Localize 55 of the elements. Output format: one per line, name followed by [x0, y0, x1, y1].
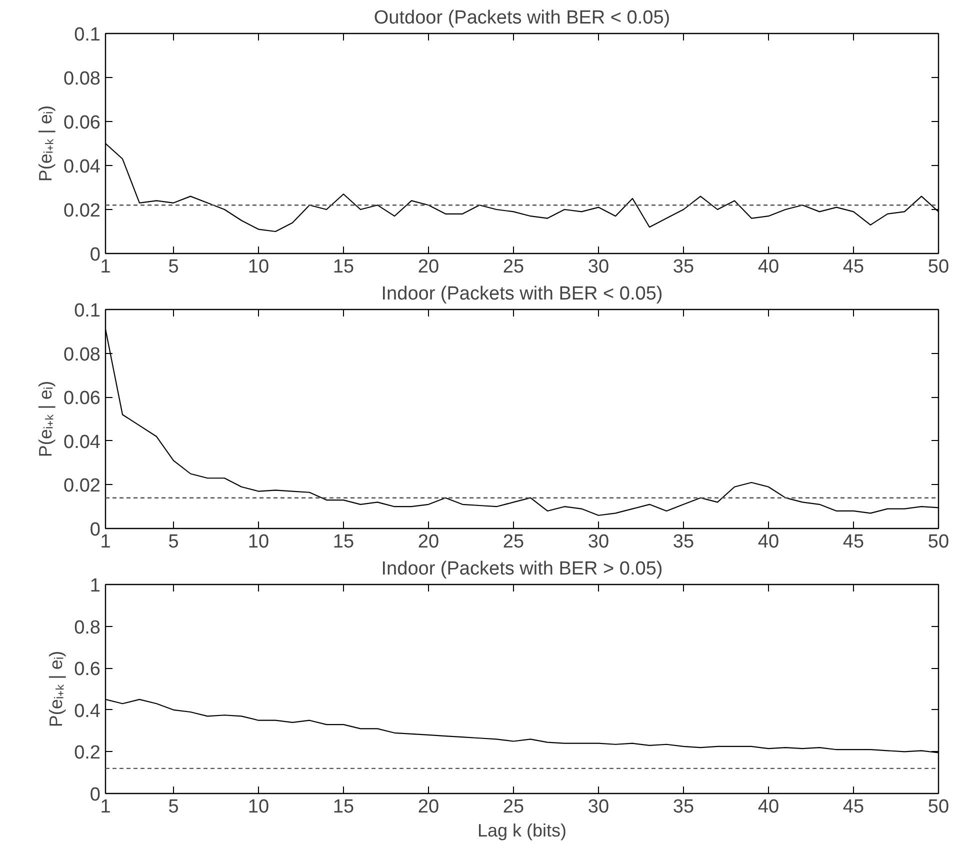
x-tick-label: 10 [248, 532, 270, 552]
x-tick-label: 5 [168, 532, 179, 552]
x-axis-title: Lag k (bits) [477, 820, 567, 840]
y-tick-label: 0.08 [64, 344, 101, 366]
y-tick-label: 0.8 [74, 617, 101, 638]
chart-title: Indoor (Packets with BER > 0.05) [381, 558, 663, 580]
y-tick-label: 0.1 [74, 24, 101, 46]
x-tick-label: 35 [672, 532, 694, 552]
y-tick-label: 0 [90, 784, 101, 806]
x-tick-label: 50 [928, 256, 950, 278]
x-tick-label: 45 [842, 256, 864, 278]
x-tick-label: 5 [168, 796, 179, 818]
y-tick-label: 0 [90, 520, 101, 540]
y-axis-title: P(eᵢ₊ₖ | eᵢ) [36, 105, 56, 182]
x-tick-label: 50 [928, 532, 950, 552]
x-tick-label: 35 [672, 796, 694, 818]
x-tick-label: 30 [588, 796, 610, 818]
y-tick-label: 0.04 [64, 156, 101, 178]
y-axis-title: P(eᵢ₊ₖ | eᵢ) [36, 380, 56, 458]
x-tick-label: 45 [842, 796, 864, 818]
y-tick-label: 1 [90, 576, 101, 596]
x-tick-label: 40 [758, 532, 780, 552]
x-tick-label: 15 [332, 532, 354, 552]
x-tick-label: 40 [758, 256, 780, 278]
y-tick-label: 0.2 [74, 742, 101, 764]
x-tick-label: 45 [842, 532, 864, 552]
x-tick-label: 10 [248, 256, 270, 278]
x-tick-label: 20 [418, 256, 440, 278]
y-tick-label: 0.04 [64, 432, 101, 453]
y-tick-label: 0.6 [74, 659, 101, 680]
x-tick-label: 20 [418, 796, 440, 818]
x-tick-label: 25 [502, 256, 524, 278]
y-tick-label: 0.02 [64, 476, 101, 497]
y-tick-label: 0 [90, 244, 101, 266]
x-tick-label: 5 [168, 256, 179, 278]
x-tick-label: 30 [588, 532, 610, 552]
chart-title: Indoor (Packets with BER < 0.05) [381, 284, 663, 304]
x-tick-label: 10 [248, 796, 270, 818]
x-tick-label: 20 [418, 532, 440, 552]
y-tick-label: 0.4 [74, 700, 101, 722]
x-tick-label: 30 [588, 256, 610, 278]
x-tick-label: 25 [502, 796, 524, 818]
x-tick-label: 15 [332, 256, 354, 278]
x-tick-label: 40 [758, 796, 780, 818]
y-tick-label: 0.06 [64, 112, 101, 134]
x-tick-label: 15 [332, 796, 354, 818]
y-tick-label: 0.1 [74, 300, 101, 322]
chart-title: Outdoor (Packets with BER < 0.05) [374, 8, 670, 28]
y-tick-label: 0.02 [64, 200, 101, 222]
y-tick-label: 0.06 [64, 388, 101, 410]
x-tick-label: 50 [928, 796, 950, 818]
x-tick-label: 25 [502, 532, 524, 552]
y-axis-title: P(eᵢ₊ₖ | eᵢ) [46, 650, 66, 728]
x-tick-label: 35 [672, 256, 694, 278]
y-tick-label: 0.08 [64, 68, 101, 90]
